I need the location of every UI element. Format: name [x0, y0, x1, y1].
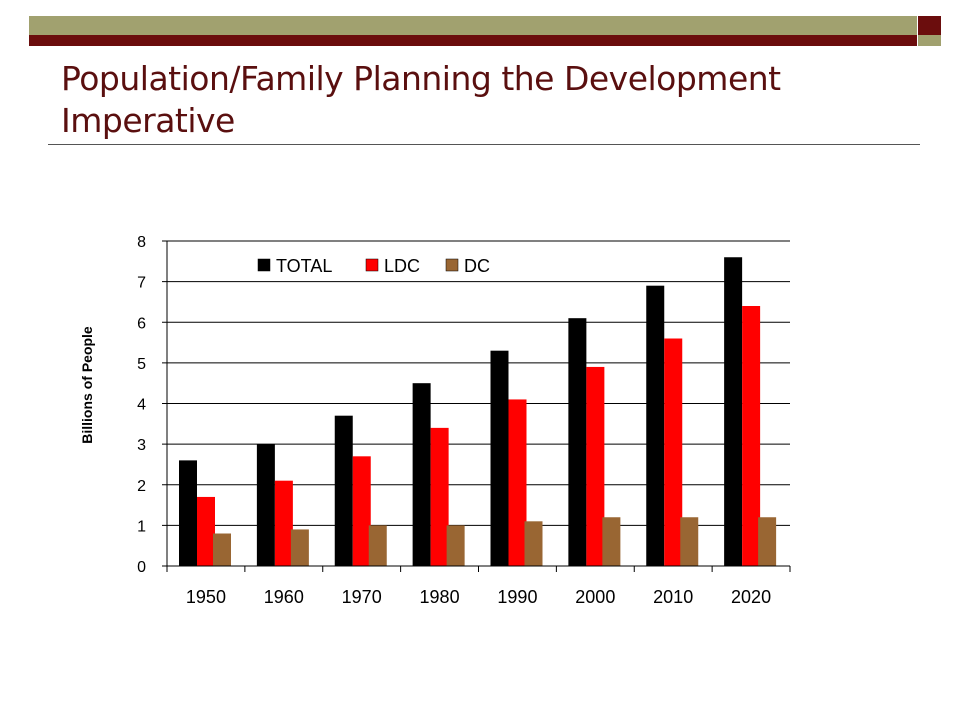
header-olive-bar	[29, 16, 917, 35]
bar-dc-2010	[680, 517, 699, 566]
y-tick-label: 8	[137, 234, 146, 251]
bar-total-1950	[179, 460, 197, 566]
y-tick-label: 1	[137, 518, 146, 535]
bar-ldc-2000	[586, 366, 605, 566]
y-tick-label: 5	[137, 356, 146, 373]
bar-total-1980	[412, 383, 431, 566]
bar-total-1990	[490, 350, 509, 566]
bar-ldc-2010	[664, 338, 683, 566]
y-tick-label: 6	[137, 315, 146, 332]
bar-total-2010	[646, 285, 665, 566]
legend-label-dc: DC	[464, 256, 490, 276]
bar-ldc-1980	[430, 427, 449, 566]
legend-swatch-total	[257, 258, 271, 272]
title-divider	[48, 144, 920, 145]
bar-total-2020	[724, 257, 743, 566]
legend-label-ldc: LDC	[384, 256, 420, 276]
y-tick-label: 3	[137, 437, 146, 454]
bar-ldc-1960	[274, 480, 293, 566]
header-maroon-bar	[29, 35, 917, 46]
x-category-label: 1950	[186, 587, 226, 607]
legend: TOTAL LDC DC	[257, 256, 490, 276]
bar-groups	[179, 257, 777, 566]
slide-title: Population/Family Planning the Developme…	[61, 59, 781, 140]
x-category-label: 1980	[420, 587, 460, 607]
bar-ldc-1970	[352, 456, 371, 566]
bar-dc-1970	[368, 525, 387, 566]
bar-total-2000	[568, 318, 587, 566]
bar-total-1960	[256, 444, 275, 566]
bar-dc-1990	[524, 521, 543, 566]
y-tick-label: 7	[137, 275, 146, 292]
y-tick-label: 0	[137, 559, 146, 576]
bar-dc-1980	[446, 525, 465, 566]
legend-label-total: TOTAL	[276, 256, 332, 276]
x-category-labels: 1950 1960 1970 1980 1990 2000 2010 2020	[186, 587, 771, 607]
bar-dc-2000	[602, 517, 621, 566]
axes	[162, 240, 791, 572]
bar-dc-1950	[213, 533, 231, 566]
y-axis-label: Billions of People	[79, 326, 95, 444]
x-category-label: 2000	[575, 587, 615, 607]
legend-swatch-ldc	[365, 258, 379, 272]
x-category-label: 1960	[264, 587, 304, 607]
header-corner-maroon	[918, 16, 941, 35]
x-category-label: 2010	[653, 587, 693, 607]
header-corner-olive	[918, 35, 941, 46]
y-tick-labels: 0 1 2 3 4 5 6 7 8	[137, 234, 146, 576]
bar-ldc-2020	[742, 306, 761, 566]
x-category-label: 1970	[342, 587, 382, 607]
bar-total-1970	[334, 415, 353, 566]
y-tick-label: 4	[137, 397, 146, 414]
y-tick-label: 2	[137, 478, 146, 495]
x-category-label: 1990	[497, 587, 537, 607]
bar-dc-1960	[290, 529, 309, 566]
legend-swatch-dc	[445, 258, 459, 272]
bar-dc-2020	[758, 517, 777, 566]
bar-ldc-1950	[197, 496, 215, 566]
bar-ldc-1990	[508, 399, 527, 566]
x-category-label: 2020	[731, 587, 771, 607]
